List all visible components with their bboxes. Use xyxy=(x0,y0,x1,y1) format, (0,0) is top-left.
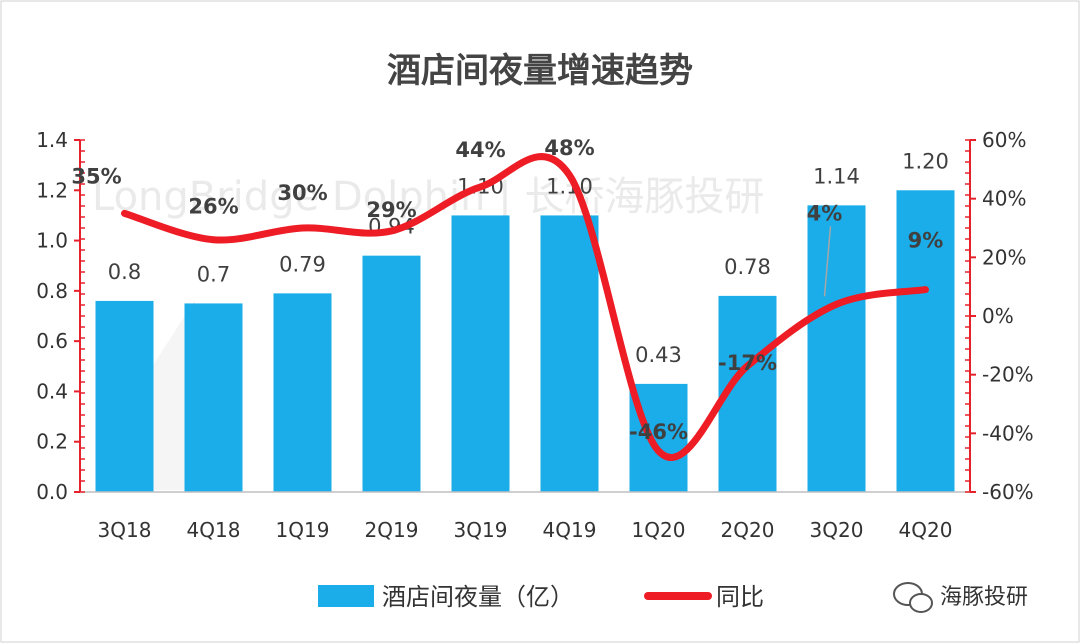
bar-data-label: 0.78 xyxy=(724,255,771,279)
right-axis-tick-label: 20% xyxy=(982,245,1026,269)
x-axis-category-label: 1Q19 xyxy=(276,518,330,542)
legend-line-label: 同比 xyxy=(716,583,764,611)
label-leader-line xyxy=(823,226,832,297)
x-axis-category-label: 2Q19 xyxy=(365,518,419,542)
chart-title: 酒店间夜量增速趋势 xyxy=(387,51,693,91)
left-axis-tick-label: 0.8 xyxy=(36,279,68,303)
legend: 酒店间夜量（亿） 同比 xyxy=(318,583,764,611)
yoy-line xyxy=(121,153,929,461)
right-axis-tick-label: -40% xyxy=(982,421,1034,445)
left-axis-tick-label: 0.2 xyxy=(36,430,68,454)
line-data-label: 4% xyxy=(807,201,843,225)
bar xyxy=(184,303,243,492)
bar xyxy=(451,215,510,492)
bar-data-label: 0.8 xyxy=(108,260,141,284)
wechat-icon xyxy=(893,582,933,613)
bar xyxy=(362,255,421,492)
x-axis-category-label: 2Q20 xyxy=(721,518,775,542)
bar xyxy=(807,205,866,492)
left-axis-tick-label: 0.4 xyxy=(36,379,68,403)
right-axis-tick-label: -20% xyxy=(982,363,1034,387)
bar-series xyxy=(95,190,955,493)
watermark: LongBridge Dolphin | 长桥海豚投研 xyxy=(92,174,764,490)
left-axis-tick-label: 1.2 xyxy=(36,178,68,202)
bar xyxy=(95,300,154,492)
line-data-label: 30% xyxy=(277,181,327,205)
x-axis-category-label: 3Q18 xyxy=(98,518,152,542)
line-data-label: 29% xyxy=(366,198,416,222)
x-axis-category-label: 4Q18 xyxy=(187,518,241,542)
right-axis-tick-label: 0% xyxy=(982,304,1014,328)
line-data-label: -46% xyxy=(629,420,688,444)
left-axis-tick-label: 0.6 xyxy=(36,329,68,353)
bar xyxy=(896,190,955,493)
line-series xyxy=(121,153,929,461)
x-axis-category-label: 3Q19 xyxy=(454,518,508,542)
right-axis-tick-label: 60% xyxy=(982,128,1026,152)
line-data-label: 9% xyxy=(908,229,944,253)
bar-data-label: 0.79 xyxy=(279,252,326,276)
bar-data-label: 0.7 xyxy=(197,262,230,286)
bar-labels: 0.8 0.7 0.790.941.10 1.100.430.781.141.20 xyxy=(108,149,949,367)
right-axis-tick-label: 40% xyxy=(982,187,1026,211)
brand: 海豚投研 xyxy=(893,582,1028,613)
watermark-logo-shape xyxy=(150,300,195,490)
bar-data-label: 0.43 xyxy=(635,343,682,367)
x-axis-category-label: 4Q20 xyxy=(899,518,953,542)
left-axis-tick-label: 0.0 xyxy=(36,480,68,504)
x-axis-category-label: 3Q20 xyxy=(810,518,864,542)
line-data-label: 48% xyxy=(544,136,594,160)
line-data-label: -17% xyxy=(718,351,777,375)
x-axis-category-label: 4Q19 xyxy=(543,518,597,542)
line-labels: 35% 26% 30% 29% 44% 48% -46% -17% 4% 9% xyxy=(71,136,943,444)
axes: 0.0 0.2 0.4 0.6 0.8 1.0 1.2 1.4 -60% -40% -20% 0% 20… xyxy=(36,128,1033,542)
left-axis-tick-label: 1.0 xyxy=(36,229,68,253)
legend-bar-swatch xyxy=(318,585,374,607)
line-data-label: 35% xyxy=(71,164,121,188)
bar-data-label: 1.14 xyxy=(813,164,860,188)
bar xyxy=(273,293,332,492)
right-axis-tick-label: -60% xyxy=(982,480,1034,504)
x-axis-category-label: 1Q20 xyxy=(632,518,686,542)
bar xyxy=(540,215,599,492)
line-data-label: 26% xyxy=(188,195,238,219)
left-axis-tick-label: 1.4 xyxy=(36,128,68,152)
legend-bar-label: 酒店间夜量（亿） xyxy=(382,583,574,611)
bar-data-label: 1.20 xyxy=(902,149,949,173)
brand-name: 海豚投研 xyxy=(940,585,1028,610)
line-data-label: 44% xyxy=(455,138,505,162)
